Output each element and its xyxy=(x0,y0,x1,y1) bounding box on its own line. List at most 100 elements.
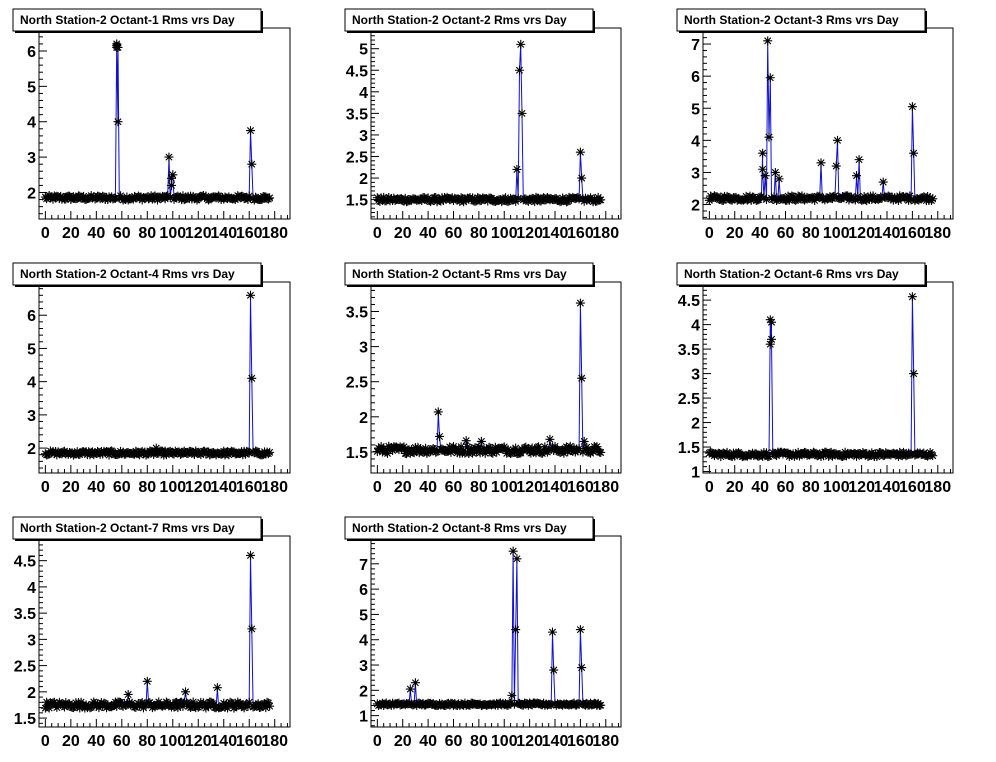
x-tick-label: 100 xyxy=(159,733,186,750)
data-point xyxy=(819,451,829,461)
data-point xyxy=(817,448,827,458)
data-point xyxy=(98,449,108,459)
data-point xyxy=(863,192,873,202)
data-point xyxy=(67,448,77,458)
data-point xyxy=(175,192,185,202)
data-point xyxy=(59,702,69,712)
data-point xyxy=(513,193,523,203)
y-tick-label: 3 xyxy=(691,367,700,384)
data-point xyxy=(846,192,856,202)
data-point xyxy=(909,369,919,379)
x-tick-label: 20 xyxy=(62,225,80,242)
data-point xyxy=(167,173,177,183)
x-tick-label: 60 xyxy=(113,225,131,242)
data-point xyxy=(868,191,878,201)
data-point xyxy=(116,446,126,456)
series-line xyxy=(45,43,270,202)
x-tick-label: 120 xyxy=(185,733,212,750)
data-point xyxy=(244,697,254,707)
y-tick-label: 3.5 xyxy=(346,106,368,123)
data-point xyxy=(716,192,726,202)
data-point xyxy=(147,703,157,713)
data-point xyxy=(765,339,775,349)
data-point xyxy=(546,700,556,710)
data-point xyxy=(578,447,588,457)
data-point xyxy=(164,152,174,162)
data-point xyxy=(568,446,578,456)
data-point xyxy=(173,703,183,713)
data-point xyxy=(815,449,825,459)
x-tick-label: 60 xyxy=(445,479,463,496)
data-point xyxy=(258,450,268,460)
data-point xyxy=(503,445,513,455)
data-point xyxy=(582,442,592,452)
data-point xyxy=(569,443,579,453)
data-point xyxy=(507,690,517,700)
data-point xyxy=(564,444,574,454)
x-tick-label: 20 xyxy=(394,733,412,750)
y-tick-label: 4 xyxy=(27,375,36,392)
x-tick-label: 100 xyxy=(159,479,186,496)
series-markers xyxy=(40,550,275,713)
data-point xyxy=(822,449,832,459)
data-point xyxy=(840,447,850,457)
data-point xyxy=(375,196,385,206)
y-tick-label: 5 xyxy=(27,341,36,358)
data-point xyxy=(850,195,860,205)
title-box xyxy=(344,8,594,32)
data-point xyxy=(94,703,104,713)
data-point xyxy=(201,191,211,201)
data-point xyxy=(135,701,145,711)
data-point xyxy=(247,159,257,169)
y-tick-label: 3 xyxy=(359,128,368,145)
data-point xyxy=(128,194,138,204)
data-point xyxy=(831,161,841,171)
data-point xyxy=(165,193,175,203)
data-point xyxy=(575,147,585,157)
x-tick-label: 180 xyxy=(261,733,288,750)
x-tick-label: 120 xyxy=(516,225,543,242)
data-point xyxy=(740,194,750,204)
panel-title: North Station-2 Octant-4 Rms vrs Day xyxy=(20,267,235,281)
data-point xyxy=(764,451,774,461)
data-point xyxy=(544,445,554,455)
data-point xyxy=(246,126,256,136)
data-point xyxy=(187,194,197,204)
data-point xyxy=(91,701,101,711)
data-point xyxy=(140,447,150,457)
data-point xyxy=(246,290,256,300)
y-tick-label: 3 xyxy=(359,658,368,675)
y-tick-label: 2 xyxy=(359,171,368,188)
data-point xyxy=(113,42,123,52)
data-point xyxy=(146,700,156,710)
data-point xyxy=(792,450,802,460)
data-point xyxy=(540,442,550,452)
y-tick-label: 2.5 xyxy=(346,149,368,166)
data-point xyxy=(512,554,522,564)
data-point xyxy=(59,446,69,456)
x-tick-label: 160 xyxy=(899,225,926,242)
data-point xyxy=(816,451,826,461)
series-markers xyxy=(372,298,606,459)
data-point xyxy=(44,449,54,459)
data-point xyxy=(714,195,724,205)
data-point xyxy=(44,703,54,713)
data-point xyxy=(721,450,731,460)
data-point xyxy=(150,447,160,457)
data-point xyxy=(531,448,541,458)
data-point xyxy=(833,135,843,145)
y-tick-label: 4.5 xyxy=(14,554,36,571)
data-point xyxy=(247,624,257,634)
y-tick-label: 4.5 xyxy=(678,293,700,310)
data-point xyxy=(127,698,137,708)
data-point xyxy=(596,195,606,205)
data-point xyxy=(793,447,803,457)
data-point xyxy=(466,443,476,453)
data-point xyxy=(767,334,777,344)
data-point xyxy=(549,665,559,675)
x-tick-label: 80 xyxy=(470,225,488,242)
data-point xyxy=(556,196,566,206)
data-point xyxy=(54,194,64,204)
